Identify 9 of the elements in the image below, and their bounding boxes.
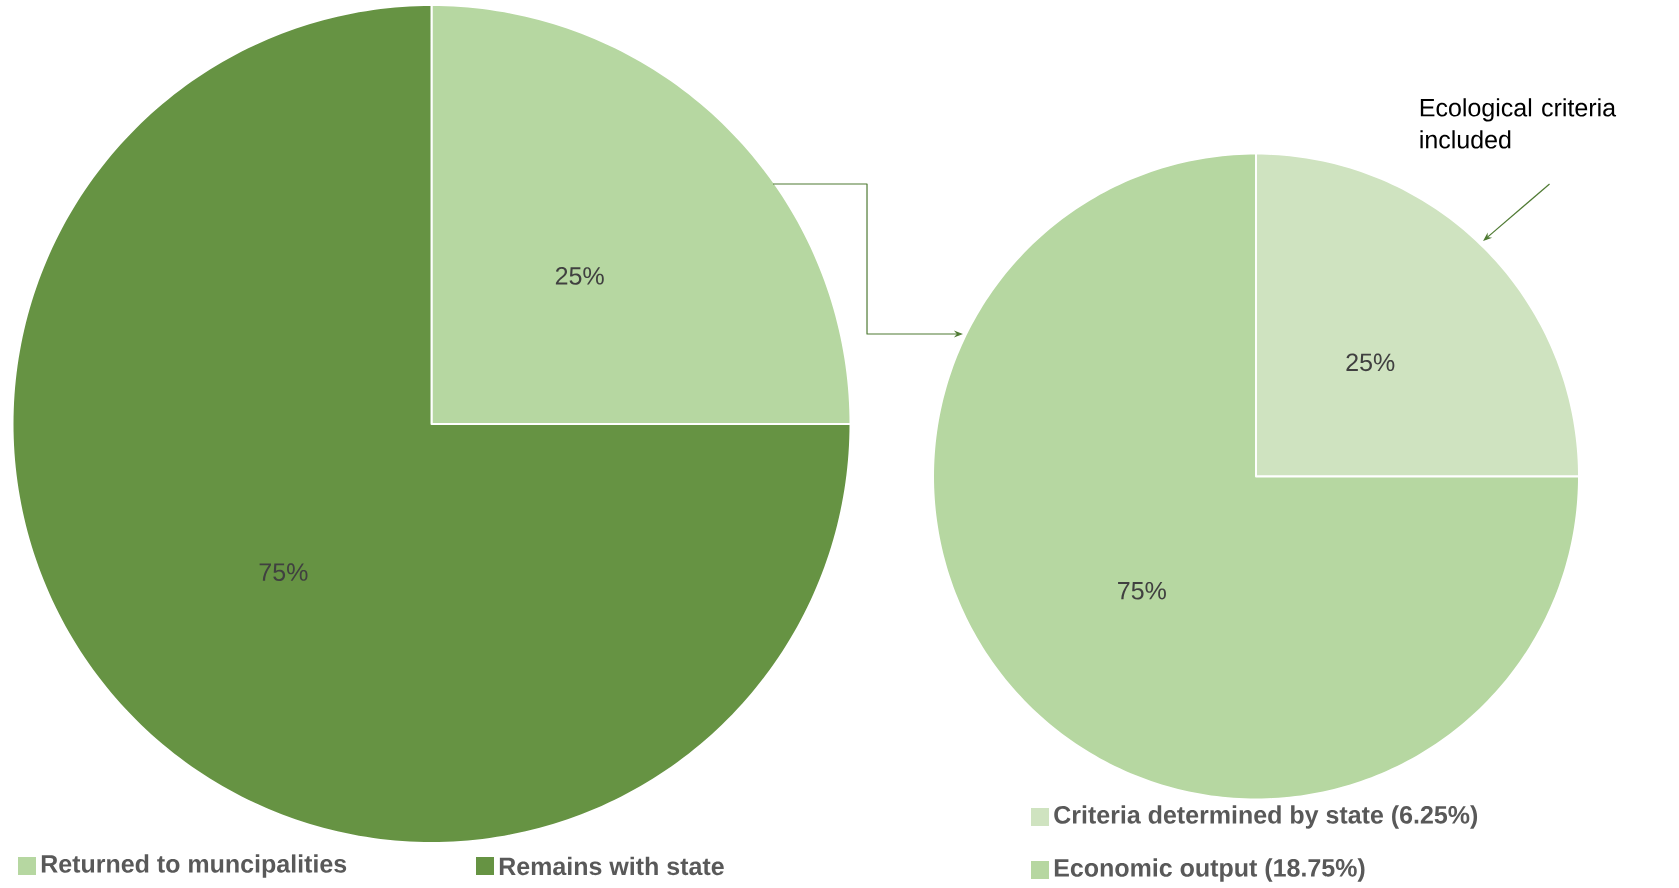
data-label: 75% bbox=[259, 563, 308, 581]
data-label: 25% bbox=[1346, 353, 1395, 372]
text: Ecological criteria included bbox=[1420, 98, 1617, 149]
legend-label: Remains with state bbox=[499, 856, 724, 876]
data-label: 75% bbox=[1118, 581, 1166, 600]
legend-label: Economic output (18.75%) bbox=[1054, 858, 1365, 882]
legend-label: Criteria determined by state (6.25%) bbox=[1054, 805, 1478, 829]
legend-label: Returned to muncipalities bbox=[41, 854, 347, 878]
data-label: 25% bbox=[555, 267, 604, 285]
